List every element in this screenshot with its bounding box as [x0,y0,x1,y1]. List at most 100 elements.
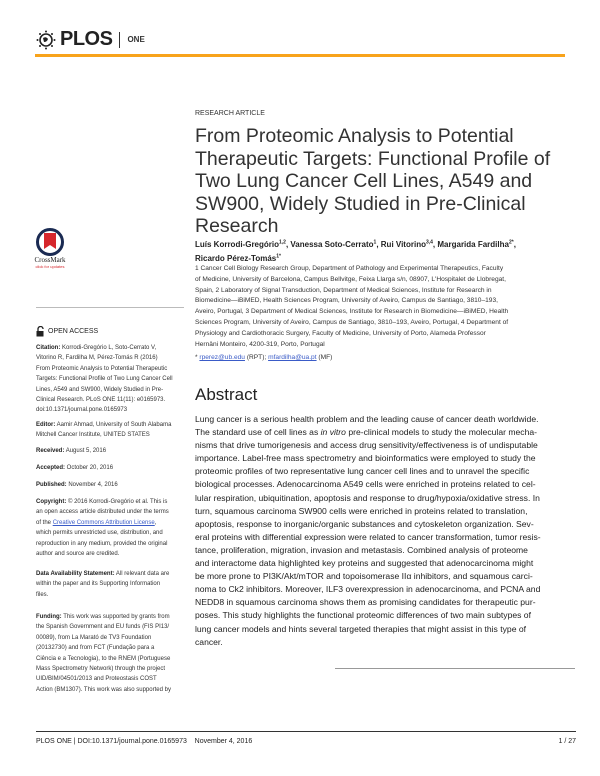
funding: Funding: This work was supported by gran… [36,612,188,695]
abstract-text: Lung cancer is a serious health problem … [195,413,580,649]
open-access-label: OPEN ACCESS [48,328,99,335]
abstract-line: tance, proliferation, migration, invasio… [195,544,528,555]
abstract-rule [335,668,575,669]
title-line: Research [195,215,279,237]
affiliation-line: Biomedicine—iBiMED, Health Sciences Prog… [195,297,498,305]
data-availability-text: All relevant data are [114,571,170,577]
title-line: From Proteomic Analysis to Potential [195,125,514,147]
citation-text: Vitorino R, Fardilha M, Pérez-Tomás R (2… [36,355,158,362]
abstract-line: apoptosis, response to inorganic/organic… [195,518,534,529]
affiliation-line: Spain, 2 Laboratory of Signal Transducti… [195,286,492,294]
data-availability-text: within the paper and its Supporting Info… [36,581,161,588]
abstract-line: and interactome data highlighted key pro… [195,558,534,569]
plos-one-logo: PLOS ONE [36,28,145,51]
affiliation-line: Hernâni Monteiro, 4200-319, Porto, Portu… [195,340,325,348]
citation-text: Korrodi-Gregório L, Soto-Cerrato V, [60,345,157,351]
page-number: 1 / 27 [558,738,576,745]
data-availability-text: files. [36,591,49,598]
author-affiliation-mark: 1* [276,253,281,260]
email-link[interactable]: rperez@ub.edu [199,354,245,361]
editor-text: Mitchell Cancer Institute, UNITED STATES [36,432,150,439]
abstract-line: noma to Ck2 inhibitors. Moreover, ILF3 o… [195,584,541,595]
correspondence-label: (RPT); [246,354,267,361]
published-date: November 4, 2016 [66,482,118,488]
accepted-date: October 20, 2016 [65,465,114,471]
citation-text: Targets: Functional Profile of Two Lung … [36,376,173,383]
funding-text: This work was supported by grants from [61,614,170,620]
copyright-text: an open access article distributed under… [36,509,169,516]
author: Vanessa Soto-Cerrato1, [290,239,381,249]
received: Received: August 5, 2016 [36,446,188,456]
citation-label: Citation: [36,345,61,351]
email-link[interactable]: mfardilha@ua.pt [268,354,317,361]
abstract-text-part: The standard use of cell lines as [195,427,321,438]
crossmark-sub: click for updates [35,264,65,269]
title-line: SW900, Widely Studied in Pre-Clinical [195,192,526,215]
author: Luís Korrodi-Gregório1,2, [195,239,291,249]
plos-globe-icon [36,30,56,49]
abstract-text-part: pre-clinical models to study the molecul… [345,427,538,438]
affiliation-line: 1 Cancer Cell Biology Research Group, De… [195,265,504,272]
funding-text: Action (BM1307). This work was also supp… [36,686,171,693]
author: Rui Vitorino3,4, [380,239,438,249]
copyright: Copyright: © 2016 Korrodi-Gregório et al… [36,497,188,559]
article-title: From Proteomic Analysis to Potential Ther… [195,125,575,238]
author-name: Vanessa Soto-Cerrato [290,239,374,249]
author-name: Margarida Fardilha [437,239,509,249]
abstract-line: nisms that drive tumorigenesis and acces… [195,440,538,451]
correspondence: * rperez@ub.edu (RPT); mfardilha@ua.pt (… [195,354,333,361]
abstract-heading: Abstract [195,385,258,404]
author-affiliation-mark: 1,2 [279,239,286,245]
abstract-line: turn, squamous carcinoma SW900 cells wer… [195,505,528,516]
header-rule [35,54,565,57]
citation-text: Lines, A549 and SW900, Widely Studied in… [36,386,164,393]
author-name: Ricardo Pérez-Tomás [195,254,277,264]
copyright-text: of the [36,519,53,526]
author-name: Rui Vitorino [380,239,426,249]
abstract-line: lung cancer models and hints several tar… [195,623,527,634]
author-list: Luís Korrodi-Gregório1,2, Vanessa Soto-C… [195,236,580,265]
footer-rule [36,731,576,732]
accepted-label: Accepted: [36,465,66,471]
copyright-text: © 2016 Korrodi-Gregório et al. This is [66,499,168,505]
abstract-line: biological processes. Adenocarcinoma A54… [195,479,536,490]
abstract-line: eral proteins with differential expressi… [195,531,541,542]
funding-text: Mass Spectrometry Network) through the p… [36,666,166,673]
author-affiliation-mark: 3,4 [425,239,433,245]
title-line: Therapeutic Targets: Functional Profile … [195,147,551,170]
logo-divider [119,31,121,48]
crossmark-icon [36,228,64,256]
abstract-italic: in vitro [320,427,346,438]
open-lock-icon [36,326,44,337]
funding-text: (20132730) and from FCT (Fundação para a [36,645,155,652]
logo-plos: PLOS [60,28,113,50]
author: Margarida Fardilha2*, [437,239,516,249]
received-label: Received: [36,448,65,454]
data-availability: Data Availability Statement: All relevan… [36,569,188,600]
funding-label: Funding: [36,614,62,620]
affiliation-line: of Medicine, University of Barcelona, Ca… [195,275,506,283]
editor-text: Aamir Ahmad, University of South Alabama [55,422,172,428]
correspondence-label: (MF) [318,354,333,361]
footer-citation: PLOS ONE | DOI:10.1371/journal.pone.0165… [36,738,253,745]
copyright-label: Copyright: [36,499,67,505]
crossmark-badge[interactable]: CrossMark click for updates [27,228,73,269]
abstract-line: Lung cancer is a serious health problem … [195,414,539,424]
license-link[interactable]: Creative Commons Attribution License [52,519,155,526]
abstract-line: be more prone to PI3K/Akt/mTOR and topoi… [195,571,533,582]
accepted: Accepted: October 20, 2016 [36,463,188,473]
copyright-text: which permits unrestricted use, distribu… [36,530,163,537]
abstract-line: proteomic profiles of two representative… [195,466,530,477]
title-line: Two Lung Cancer Cell Lines, A549 and [195,170,533,192]
affiliation-line: Aveiro, Portugal, 3 Department of Medica… [195,308,509,316]
copyright-text: author and source are credited. [36,551,120,558]
editor-label: Editor: [36,422,56,428]
funding-text: the Spanish Government and EU funds (FIS… [36,624,170,631]
data-availability-label: Data Availability Statement: [36,571,115,577]
author: Ricardo Pérez-Tomás1* [195,253,281,264]
funding-text: UID/BIM/04501/2013 and Proteostasis COST [36,676,157,683]
sidebar-rule [36,307,184,308]
affiliation-line: Sciences Program, University of Aveiro, … [195,318,509,326]
abstract-line: cancer. [195,636,223,647]
funding-text: 00089), from La Marató de TV3 Foundation [36,634,152,641]
